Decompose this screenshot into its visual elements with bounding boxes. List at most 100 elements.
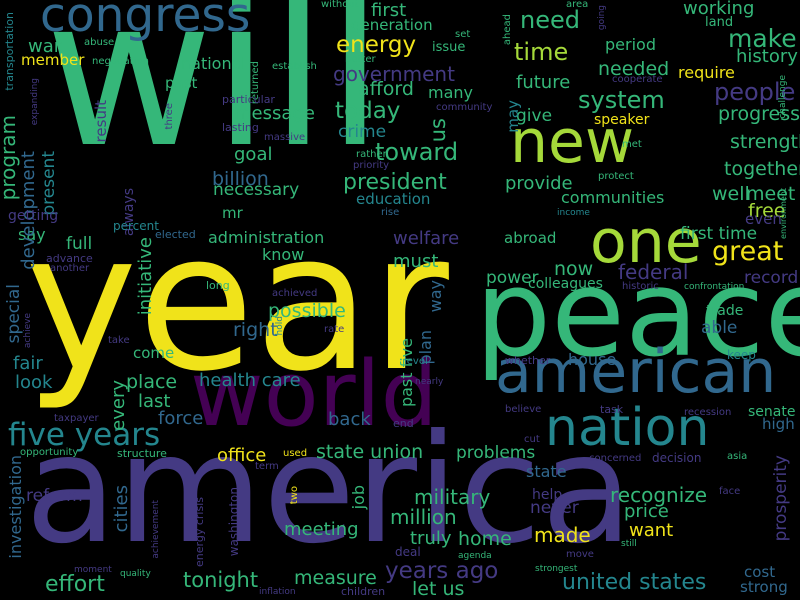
- word-moment: moment: [74, 565, 112, 575]
- word-priority: priority: [353, 160, 390, 171]
- word-know: know: [262, 245, 305, 264]
- word-expanding: expanding: [30, 78, 40, 126]
- word-five-years: five years: [8, 417, 161, 453]
- word-protect: protect: [598, 171, 634, 182]
- word-america: america: [25, 403, 634, 577]
- word-meet: meet: [746, 183, 796, 205]
- word-national: national: [181, 54, 246, 73]
- word-environment: environment: [779, 188, 788, 239]
- word-let-us: let us: [412, 578, 465, 600]
- word-high: high: [762, 415, 795, 433]
- word-administration: administration: [208, 228, 325, 247]
- word-health-care: health care: [199, 370, 301, 391]
- word-able: able: [701, 318, 738, 338]
- word-still: still: [621, 539, 637, 549]
- word-home: home: [458, 528, 512, 550]
- word-system: system: [578, 86, 665, 114]
- word-washington: washington: [227, 487, 241, 557]
- word-area: area: [566, 0, 589, 10]
- word-together: together: [724, 158, 800, 180]
- word-prosperity: prosperity: [771, 455, 791, 542]
- word-concerned: concerned: [589, 453, 642, 464]
- word-first-time: first time: [680, 224, 758, 244]
- word-recognize: recognize: [610, 483, 708, 507]
- word-future: future: [516, 72, 571, 93]
- word-believe: believe: [505, 404, 542, 415]
- word-speaker: speaker: [594, 112, 650, 128]
- word-past-five: past five: [397, 338, 416, 408]
- word-face: face: [719, 486, 741, 497]
- word-quality: quality: [120, 569, 151, 579]
- word-world: world: [190, 342, 438, 447]
- word-first: first: [371, 0, 407, 21]
- word-price: price: [624, 501, 669, 522]
- word-lasting: lasting: [222, 121, 259, 134]
- word-transportation: transportation: [3, 12, 16, 91]
- word-say: say: [18, 225, 46, 244]
- word-goal: goal: [234, 144, 273, 165]
- word-people: people: [714, 78, 796, 106]
- word-hold: hold: [275, 316, 285, 336]
- word-abuse: abuse: [84, 37, 115, 48]
- word-problems: problems: [456, 443, 536, 463]
- word-massive: massive: [264, 132, 306, 143]
- word-military: military: [414, 485, 491, 509]
- word-help: help: [532, 487, 563, 503]
- word-federal: federal: [618, 260, 689, 284]
- word-without: without: [321, 0, 359, 10]
- word-another: another: [50, 263, 90, 274]
- word-working: working: [683, 0, 755, 19]
- word-cities: cities: [111, 485, 132, 533]
- word-government: government: [333, 62, 455, 86]
- word-billion: billion: [212, 168, 269, 190]
- word-program: program: [0, 115, 20, 201]
- word-well: well: [712, 183, 750, 205]
- word-power: power: [486, 268, 539, 288]
- word-back: back: [328, 409, 371, 430]
- word-president: president: [343, 170, 447, 195]
- word-long: long: [206, 279, 230, 292]
- word-must: must: [393, 251, 439, 272]
- word-even: even: [745, 210, 782, 228]
- word-achievement: achievement: [151, 500, 161, 559]
- word-great: great: [712, 236, 784, 267]
- word-one: one: [590, 207, 702, 277]
- word-percent: percent: [113, 219, 159, 233]
- word-going: going: [597, 5, 607, 31]
- word-land: land: [705, 15, 734, 30]
- word-recession: recession: [684, 407, 732, 418]
- word-energy: energy: [336, 32, 417, 58]
- word-american: american: [495, 337, 777, 407]
- word-meeting: meeting: [284, 519, 359, 540]
- word-house: house: [568, 350, 617, 369]
- word-never: never: [530, 498, 579, 518]
- word-task: task: [600, 403, 624, 416]
- word-energy-crisis: energy crisis: [193, 497, 206, 567]
- word-force: force: [158, 408, 204, 429]
- word-inflation: inflation: [259, 587, 296, 597]
- word-income: income: [557, 208, 590, 218]
- word-senate: senate: [748, 404, 796, 420]
- word-job: job: [349, 485, 368, 510]
- word-challenge: challenge: [778, 75, 788, 119]
- word-nearly: nearly: [415, 377, 444, 387]
- word-elected: elected: [155, 228, 196, 241]
- word-children: children: [341, 585, 386, 598]
- word-possible: possible: [268, 300, 346, 322]
- word-member: member: [21, 51, 85, 69]
- word-take: take: [108, 335, 130, 346]
- word-come: come: [133, 344, 175, 362]
- word-period: period: [605, 35, 656, 54]
- word-measure: measure: [294, 567, 377, 589]
- word-fair: fair: [13, 353, 43, 374]
- word-mr: mr: [222, 204, 243, 222]
- word-issue: issue: [432, 40, 466, 55]
- word-will: will: [45, 0, 384, 193]
- word-rise: rise: [381, 207, 400, 218]
- word-crime: crime: [338, 122, 387, 142]
- word-confrontation: confrontation: [684, 282, 745, 292]
- word-deal: deal: [395, 545, 421, 559]
- word-communities: communities: [561, 188, 665, 207]
- word-us: us: [426, 118, 450, 143]
